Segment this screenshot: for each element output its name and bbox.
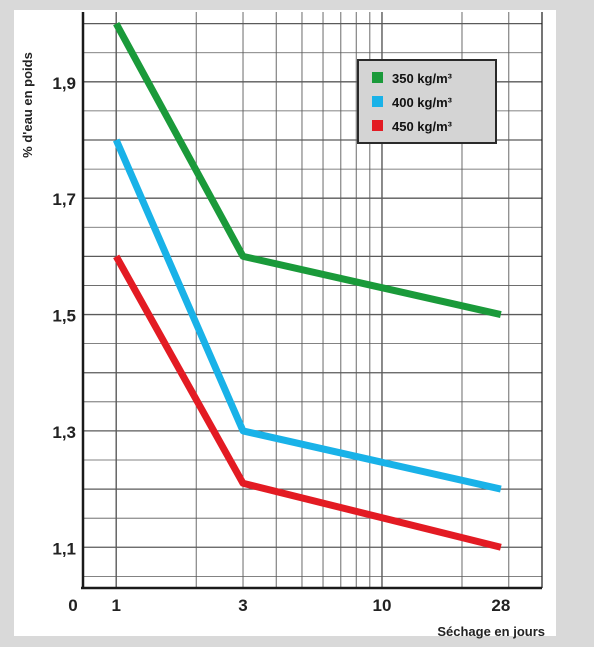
- legend: 350 kg/m³ 400 kg/m³ 450 kg/m³: [357, 59, 497, 144]
- tick-labels: 1,9 1,7 1,5 1,3 1,1 0 1 3 10 28: [52, 74, 510, 615]
- legend-swatch: [372, 120, 383, 131]
- legend-label: 450 kg/m³: [392, 119, 453, 134]
- legend-swatch: [372, 72, 383, 83]
- legend-label: 350 kg/m³: [392, 71, 453, 86]
- y-tick-label: 1,7: [52, 190, 76, 209]
- y-tick-label: 1,1: [52, 539, 76, 558]
- x-tick-label: 10: [373, 596, 392, 615]
- x-tick-label: 0: [68, 596, 77, 615]
- x-tick-label: 1: [111, 596, 120, 615]
- frame-left: [0, 0, 14, 647]
- series-lines: [112, 21, 502, 551]
- legend-swatch: [372, 96, 383, 107]
- frame-top: [0, 0, 594, 10]
- legend-label: 400 kg/m³: [392, 95, 453, 110]
- frame-bottom: [0, 636, 594, 647]
- x-axis-title: Séchage en jours: [437, 624, 545, 639]
- y-axis-title: % d'eau en poids: [20, 52, 35, 158]
- y-tick-label: 1,3: [52, 423, 76, 442]
- y-tick-label: 1,9: [52, 74, 76, 93]
- x-tick-label: 28: [491, 596, 510, 615]
- x-tick-label: 3: [238, 596, 247, 615]
- frame-right: [556, 0, 594, 647]
- y-tick-label: 1,5: [52, 307, 76, 326]
